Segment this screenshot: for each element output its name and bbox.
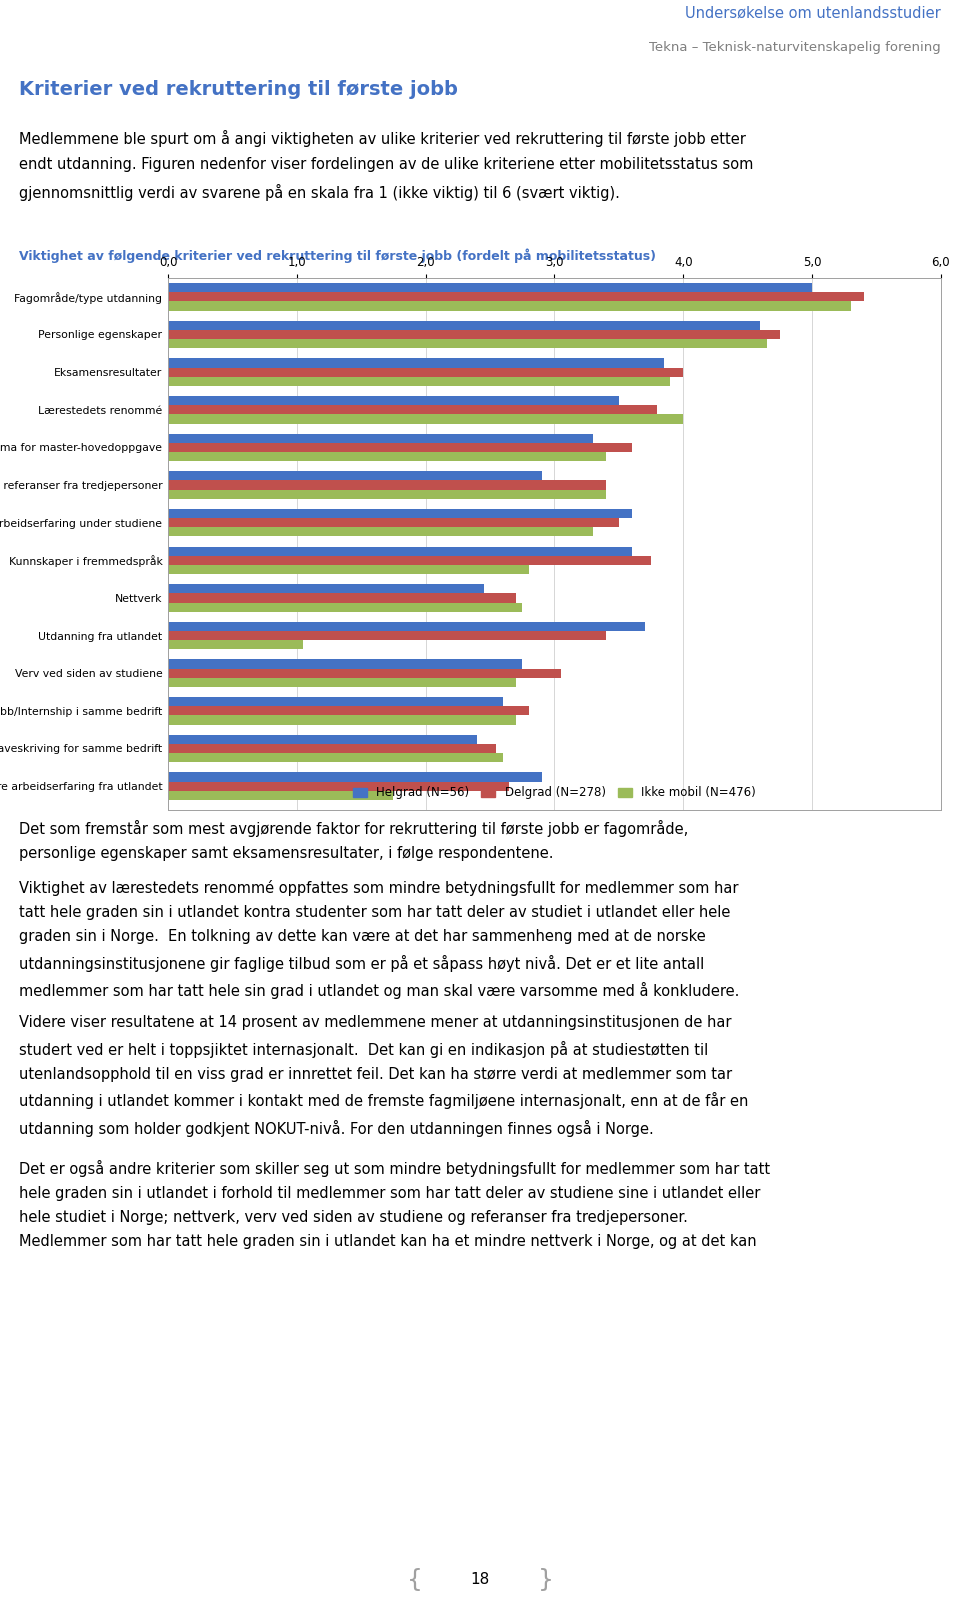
Bar [168,594,516,602]
Text: Medlemmene ble spurt om å angi viktigheten av ulike kriterier ved rekruttering t: Medlemmene ble spurt om å angi viktighet… [19,131,754,202]
Bar [168,734,477,744]
Bar [168,754,503,762]
Bar [168,584,484,594]
Bar [168,781,510,791]
Text: Videre viser resultatene at 14 prosent av medlemmene mener at utdanningsinstitus: Videre viser resultatene at 14 prosent a… [19,1015,749,1136]
Bar [168,442,632,452]
Bar [168,434,593,442]
Bar [168,452,606,462]
Bar [168,395,619,405]
Bar [168,471,541,481]
Text: Viktighet av følgende kriterier ved rekruttering til første jobb (fordelt på mob: Viktighet av følgende kriterier ved rekr… [19,249,657,263]
Bar [168,668,561,678]
Bar [168,481,606,489]
Text: 18: 18 [470,1572,490,1588]
Bar [168,518,619,528]
Bar [168,368,684,376]
Bar [168,715,516,725]
Bar [168,376,670,386]
Bar [168,339,767,349]
Text: Viktighet av lærestedets renommé oppfattes som mindre betydningsfullt for medlem: Viktighet av lærestedets renommé oppfatt… [19,880,739,999]
Text: Kriterier ved rekruttering til første jobb: Kriterier ved rekruttering til første jo… [19,81,458,98]
Bar [168,641,303,649]
Bar [168,697,503,707]
Bar [168,678,516,688]
Bar [168,282,812,292]
Bar [168,302,851,310]
Bar [168,358,664,368]
Bar [168,329,780,339]
Bar [168,555,651,565]
Text: Det er også andre kriterier som skiller seg ut som mindre betydningsfullt for me: Det er også andre kriterier som skiller … [19,1160,770,1249]
Bar [168,660,522,668]
Bar [168,707,529,715]
Text: }: } [538,1567,554,1591]
Bar [168,791,394,801]
Text: Det som fremstår som mest avgjørende faktor for rekruttering til første jobb er : Det som fremstår som mest avgjørende fak… [19,820,688,860]
Bar [168,547,632,555]
Bar [168,528,593,536]
Bar [168,508,632,518]
Bar [168,565,529,575]
Text: Tekna – Teknisk-naturvitenskapelig forening: Tekna – Teknisk-naturvitenskapelig foren… [649,40,941,53]
Bar [168,602,522,612]
Bar [168,405,658,415]
Bar [168,292,864,302]
Bar [168,621,644,631]
Bar [168,321,760,329]
Legend: Helgrad (N=56), Delgrad (N=278), Ikke mobil (N=476): Helgrad (N=56), Delgrad (N=278), Ikke mo… [348,781,760,804]
Bar [168,489,606,499]
Text: {: { [406,1567,422,1591]
Bar [168,631,606,641]
Bar [168,415,684,423]
Text: Undersøkelse om utenlandsstudier: Undersøkelse om utenlandsstudier [685,5,941,19]
Bar [168,744,496,754]
Bar [168,773,541,781]
